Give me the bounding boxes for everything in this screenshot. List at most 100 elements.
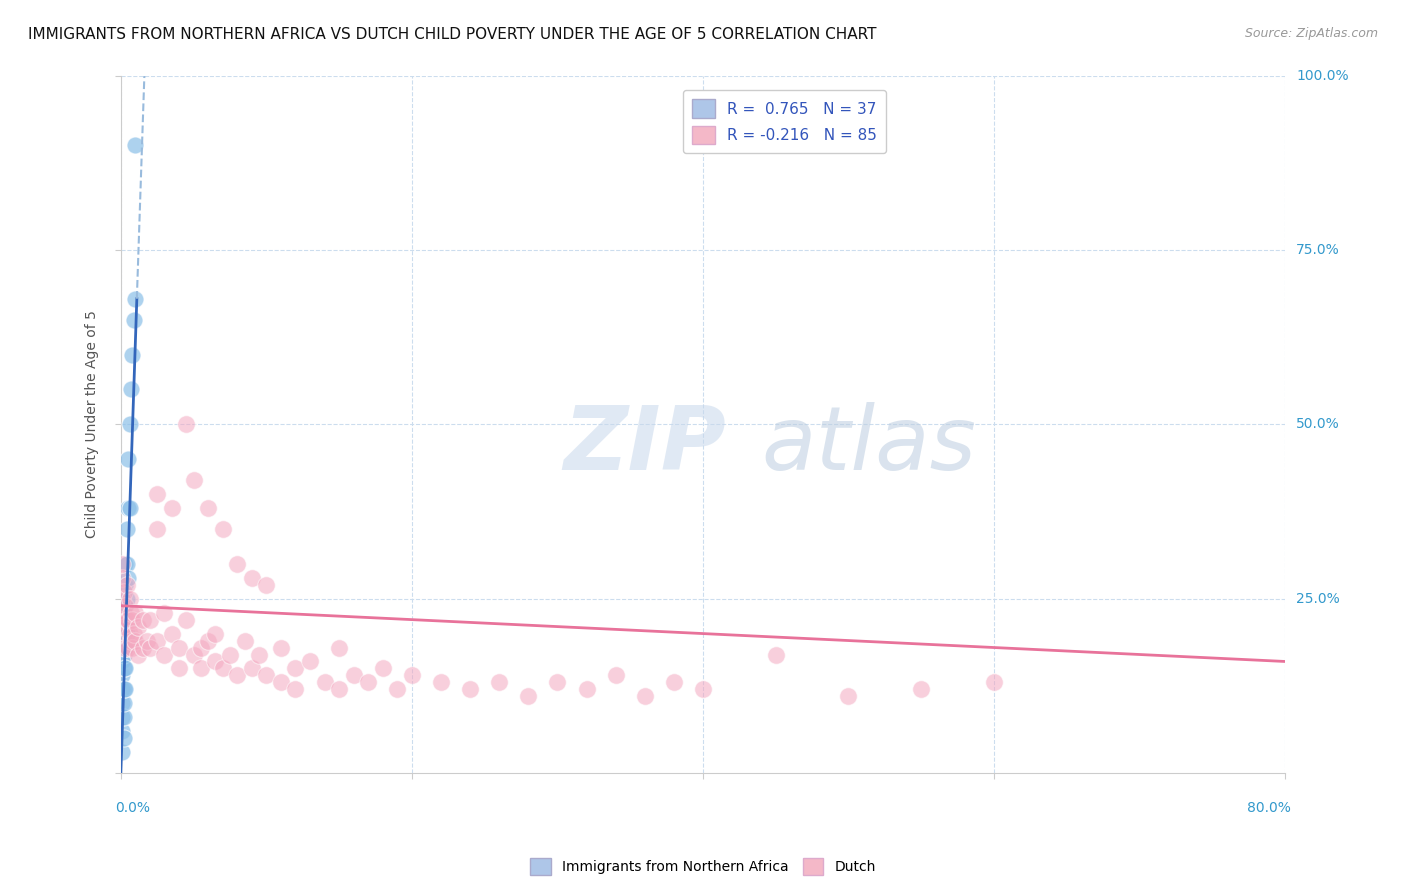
Point <box>219 648 242 662</box>
Point <box>111 724 134 739</box>
Point <box>146 633 169 648</box>
Point <box>111 668 134 682</box>
Point <box>401 668 423 682</box>
Point <box>118 501 141 516</box>
Point <box>115 626 138 640</box>
Point <box>120 606 142 620</box>
Point <box>114 578 136 592</box>
Point <box>112 731 135 746</box>
Point <box>114 640 136 655</box>
Point <box>111 655 134 669</box>
Legend: Immigrants from Northern Africa, Dutch: Immigrants from Northern Africa, Dutch <box>524 853 882 880</box>
Point <box>118 591 141 606</box>
Point <box>284 682 307 697</box>
Point <box>117 613 139 627</box>
Point <box>114 619 136 633</box>
Point <box>115 613 138 627</box>
Point <box>197 501 219 516</box>
Point <box>112 696 135 710</box>
Point <box>118 417 141 432</box>
Point <box>160 501 183 516</box>
Point <box>112 682 135 697</box>
Point <box>114 599 136 613</box>
Point <box>197 633 219 648</box>
Text: 80.0%: 80.0% <box>1247 801 1291 815</box>
Point <box>131 613 153 627</box>
Point <box>139 613 162 627</box>
Point <box>240 571 263 585</box>
Text: IMMIGRANTS FROM NORTHERN AFRICA VS DUTCH CHILD POVERTY UNDER THE AGE OF 5 CORREL: IMMIGRANTS FROM NORTHERN AFRICA VS DUTCH… <box>28 27 876 42</box>
Point <box>111 571 134 585</box>
Point <box>430 675 453 690</box>
Point <box>247 648 270 662</box>
Point <box>226 668 249 682</box>
Point <box>146 522 169 536</box>
Point <box>112 584 135 599</box>
Point <box>117 501 139 516</box>
Point <box>124 633 146 648</box>
Point <box>112 626 135 640</box>
Point <box>146 487 169 501</box>
Point <box>233 633 256 648</box>
Point <box>176 613 198 627</box>
Point <box>983 675 1005 690</box>
Point <box>112 626 135 640</box>
Point <box>183 648 205 662</box>
Point <box>387 682 409 697</box>
Point <box>131 640 153 655</box>
Point <box>167 640 190 655</box>
Point <box>190 640 212 655</box>
Point <box>120 633 142 648</box>
Point <box>117 452 139 467</box>
Y-axis label: Child Poverty Under the Age of 5: Child Poverty Under the Age of 5 <box>86 310 100 538</box>
Text: 75.0%: 75.0% <box>1296 243 1340 257</box>
Point <box>314 675 336 690</box>
Point <box>115 578 138 592</box>
Point <box>837 690 859 704</box>
Point <box>270 640 292 655</box>
Point <box>111 696 134 710</box>
Point <box>112 710 135 724</box>
Text: 25.0%: 25.0% <box>1296 591 1340 606</box>
Point <box>204 626 226 640</box>
Point <box>136 633 159 648</box>
Point <box>114 640 136 655</box>
Point <box>114 557 136 571</box>
Text: Source: ZipAtlas.com: Source: ZipAtlas.com <box>1244 27 1378 40</box>
Point <box>127 619 149 633</box>
Text: atlas: atlas <box>761 402 976 488</box>
Point <box>167 661 190 675</box>
Point <box>122 626 145 640</box>
Point <box>298 655 321 669</box>
Point <box>546 675 568 690</box>
Point <box>270 675 292 690</box>
Point <box>211 661 233 675</box>
Point <box>458 682 481 697</box>
Point <box>211 522 233 536</box>
Point <box>121 640 143 655</box>
Point <box>111 613 134 627</box>
Point <box>226 557 249 571</box>
Point <box>115 591 138 606</box>
Point <box>117 571 139 585</box>
Point <box>190 661 212 675</box>
Point <box>111 710 134 724</box>
Point <box>115 557 138 571</box>
Point <box>117 640 139 655</box>
Point <box>910 682 932 697</box>
Point <box>124 292 146 306</box>
Point <box>127 648 149 662</box>
Point <box>328 640 350 655</box>
Point <box>124 138 146 153</box>
Point <box>371 661 394 675</box>
Point <box>183 473 205 487</box>
Point <box>118 626 141 640</box>
Point <box>111 682 134 697</box>
Text: 100.0%: 100.0% <box>1296 69 1348 83</box>
Point <box>160 626 183 640</box>
Point <box>662 675 685 690</box>
Text: ZIP: ZIP <box>564 401 725 489</box>
Point <box>765 648 787 662</box>
Legend: R =  0.765   N = 37, R = -0.216   N = 85: R = 0.765 N = 37, R = -0.216 N = 85 <box>683 90 886 153</box>
Point <box>121 613 143 627</box>
